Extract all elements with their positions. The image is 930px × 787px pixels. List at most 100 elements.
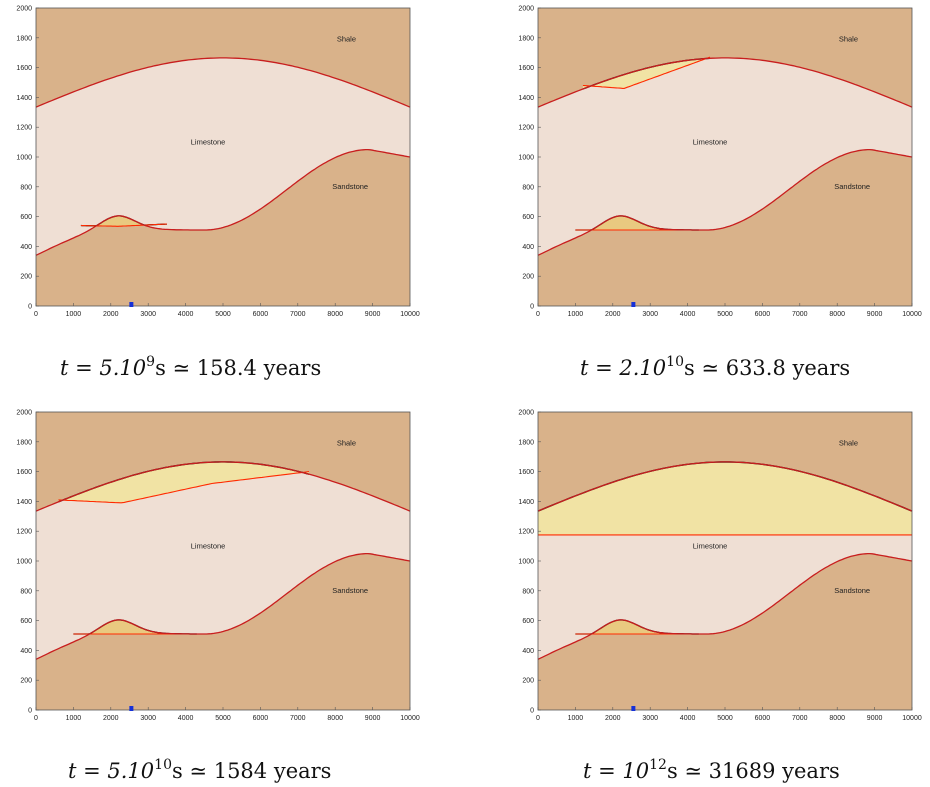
limestone-sandstone-interface [537,552,913,660]
x-tick-label: 9000 [365,311,381,318]
caption-exponent: 10 [154,757,172,773]
shale-limestone-interface [537,461,913,512]
y-tick-label: 2000 [518,410,534,417]
y-tick-label: 2000 [16,410,32,417]
x-tick-label: 5000 [215,311,231,318]
caption-2: t = 2.1010s ≃ 633.8 years [580,355,851,380]
caption-suffix: s ≃ 633.8 years [683,356,851,380]
x-tick-label: 9000 [867,715,883,722]
caption-prefix: t = 10 [583,759,650,783]
x-tick-label: 3000 [140,715,156,722]
y-tick-label: 0 [530,708,534,715]
x-tick-label: 9000 [365,715,381,722]
label-sandstone: Sandstone [834,182,870,191]
x-tick-label: 5000 [215,715,231,722]
injection-well-marker [631,706,636,711]
y-tick-label: 0 [28,708,32,715]
shale-limestone-interface [537,57,913,108]
y-tick-label: 2000 [16,6,32,13]
caption-suffix: s ≃ 31689 years [666,759,840,783]
y-tick-label: 0 [28,304,32,311]
gas-pocket-bottom [575,215,699,230]
injection-well-marker [129,706,134,711]
caption-3: t = 5.1010s ≃ 1584 years [68,757,332,783]
label-limestone: Limestone [191,541,226,550]
x-tick-label: 1000 [568,311,584,318]
x-tick-label: 10000 [400,311,420,318]
y-tick-label: 1000 [518,559,534,566]
x-tick-label: 0 [34,715,38,722]
limestone-sandstone-interface [35,552,411,660]
x-tick-label: 10000 [400,715,420,722]
x-tick-label: 5000 [717,311,733,318]
label-shale: Shale [839,439,858,448]
limestone-sandstone-interface [35,148,411,256]
x-tick-label: 3000 [642,311,658,318]
simulation-panel-4: 0 1000 2000 3000 4000 5000 6000 7000 8000 9000 100… [510,408,930,728]
y-tick-label: 1400 [518,95,534,102]
label-limestone: Limestone [191,137,226,146]
caption-suffix: s ≃ 1584 years [171,759,332,783]
x-tick-label: 7000 [792,311,808,318]
x-tick-label: 3000 [642,715,658,722]
y-tick-label: 2000 [518,6,534,13]
y-tick-label: 1000 [16,155,32,162]
y-tick-label: 1200 [16,529,32,536]
label-sandstone: Sandstone [834,586,870,595]
y-tick-label: 200 [20,678,32,685]
limestone-sandstone-interface [537,148,913,256]
x-tick-label: 10000 [902,311,922,318]
x-tick-label: 6000 [253,715,269,722]
y-tick-label: 400 [522,244,534,251]
y-tick-label: 800 [20,588,32,595]
x-tick-label: 2000 [103,311,119,318]
caption-exponent: 9 [146,354,156,370]
reservoir-plot: 0 1000 2000 3000 4000 5000 6000 7000 8000 9000 100… [518,410,921,723]
y-tick-label: 1000 [518,155,534,162]
limestone-layer [36,461,410,660]
y-tick-label: 600 [522,214,534,221]
simulation-panel-3: 0 1000 2000 3000 4000 5000 6000 7000 8000 9000 100… [8,408,430,728]
reservoir-plot: 0 1000 2000 3000 4000 5000 6000 7000 8000 9000 100… [16,6,420,319]
label-shale: Shale [839,35,858,44]
x-tick-label: 8000 [829,715,845,722]
x-tick-label: 2000 [605,311,621,318]
x-tick-label: 8000 [327,715,343,722]
gas-cap-top [582,57,710,89]
y-tick-label: 400 [20,244,32,251]
y-tick-label: 800 [522,588,534,595]
y-tick-label: 1600 [16,65,32,72]
y-tick-label: 0 [530,304,534,311]
y-tick-label: 800 [20,184,32,191]
x-tick-label: 2000 [103,715,119,722]
caption-prefix: t = 5.10 [68,759,155,783]
y-tick-label: 1400 [16,499,32,506]
label-limestone: Limestone [693,137,728,146]
label-sandstone: Sandstone [332,182,368,191]
caption-1: t = 5.109s ≃ 158.4 years [60,354,321,380]
x-tick-label: 6000 [755,311,771,318]
x-tick-label: 3000 [140,311,156,318]
reservoir-plot: 0 1000 2000 3000 4000 5000 6000 7000 8000 9000 100… [518,6,922,319]
gas-pocket-bottom [73,619,197,634]
simulation-panel-1: 0 1000 2000 3000 4000 5000 6000 7000 8000 9000 100… [8,4,430,324]
y-tick-label: 200 [522,274,534,281]
y-tick-label: 1800 [16,35,32,42]
x-tick-label: 4000 [680,715,696,722]
y-tick-label: 400 [522,648,534,655]
label-limestone: Limestone [693,541,728,550]
y-tick-label: 1200 [16,125,32,132]
caption-exponent: 12 [649,757,667,773]
y-tick-label: 1600 [518,65,534,72]
caption-prefix: t = 5.10 [60,356,147,380]
y-tick-label: 600 [20,214,32,221]
x-tick-label: 6000 [755,715,771,722]
gas-front-top [58,471,310,504]
x-tick-label: 0 [536,715,540,722]
x-tick-label: 2000 [605,715,621,722]
gas-pocket-bottom [575,619,699,634]
y-tick-label: 1200 [518,125,534,132]
y-tick-label: 1800 [16,439,32,446]
injection-well-marker [631,302,636,307]
x-tick-label: 7000 [290,715,306,722]
